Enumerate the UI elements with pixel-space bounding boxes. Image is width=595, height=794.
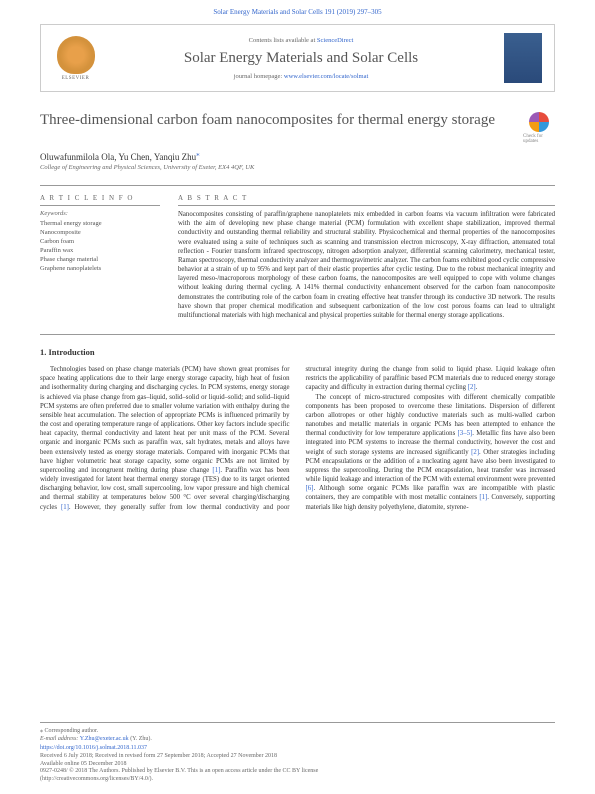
email-person: (Y. Zhu). [129, 736, 152, 742]
journal-center-block: Contents lists available at ScienceDirec… [98, 37, 504, 80]
citation-ref[interactable]: [1] [61, 504, 69, 511]
text-span: Technologies based on phase change mater… [40, 366, 290, 474]
citation-ref[interactable]: [3–5] [458, 430, 473, 437]
homepage-line: journal homepage: www.elsevier.com/locat… [98, 73, 504, 80]
keywords-label: Keywords: [40, 210, 160, 217]
intro-header: 1. Introduction [40, 347, 555, 357]
copyright-line: 0927-0248/ © 2018 The Authors. Published… [40, 768, 318, 774]
received-dates: Received 6 July 2018; Received in revise… [40, 753, 277, 759]
email-link[interactable]: Y.Zhu@exeter.ac.uk [80, 736, 129, 742]
email-line: E-mail address: Y.Zhu@exeter.ac.uk (Y. Z… [40, 736, 555, 742]
keyword-item: Phase change material [40, 255, 160, 264]
journal-cover-thumbnail [504, 33, 542, 83]
crossmark-icon [529, 112, 549, 132]
check-updates-badge[interactable]: Check for updates [523, 112, 555, 144]
divider-bottom [40, 334, 555, 335]
corresp-marker: ⁎ [196, 150, 200, 158]
author-names: Oluwafunmilola Ola, Yu Chen, Yanqiu Zhu [40, 152, 196, 162]
homepage-link[interactable]: www.elsevier.com/locate/solmat [284, 73, 368, 80]
footer-block: ⁎ Corresponding author. E-mail address: … [40, 722, 555, 784]
journal-header-box: ELSEVIER Contents lists available at Sci… [40, 24, 555, 92]
elsevier-logo: ELSEVIER [53, 33, 98, 83]
email-label: E-mail address: [40, 736, 80, 742]
footer-meta: https://doi.org/10.1016/j.solmat.2018.11… [40, 745, 555, 784]
text-span: . [476, 384, 478, 391]
citation-header: Solar Energy Materials and Solar Cells 1… [0, 0, 595, 20]
article-title-row: Three-dimensional carbon foam nanocompos… [40, 112, 555, 144]
publisher-name: ELSEVIER [62, 76, 90, 81]
affiliation: College of Engineering and Physical Scie… [40, 164, 555, 171]
abstract-box: A B S T R A C T Nanocomposites consistin… [178, 194, 555, 320]
abstract-header: A B S T R A C T [178, 194, 555, 206]
intro-paragraph: The concept of micro-structured composit… [306, 393, 556, 512]
authors-line: Oluwafunmilola Ola, Yu Chen, Yanqiu Zhu⁎ [40, 150, 555, 162]
abstract-text: Nanocomposites consisting of paraffin/gr… [178, 210, 555, 320]
article-info-box: A R T I C L E I N F O Keywords: Thermal … [40, 194, 160, 320]
article-info-header: A R T I C L E I N F O [40, 194, 160, 206]
keyword-item: Thermal energy storage [40, 219, 160, 228]
citation-ref[interactable]: [2] [468, 384, 476, 391]
homepage-prefix: journal homepage: [234, 73, 284, 80]
license-line: (http://creativecommons.org/licenses/BY/… [40, 776, 153, 782]
contents-line: Contents lists available at ScienceDirec… [98, 37, 504, 44]
info-abstract-row: A R T I C L E I N F O Keywords: Thermal … [40, 194, 555, 320]
divider-top [40, 185, 555, 186]
journal-title: Solar Energy Materials and Solar Cells [98, 50, 504, 67]
citation-ref[interactable]: [1] [209, 467, 220, 474]
keyword-item: Carbon foam [40, 237, 160, 246]
body-text: Technologies based on phase change mater… [40, 365, 555, 512]
corresp-author-label: ⁎ Corresponding author. [40, 727, 555, 734]
keyword-item: Graphene nanoplatelets [40, 264, 160, 273]
keyword-item: Paraffin wax [40, 246, 160, 255]
article-title: Three-dimensional carbon foam nanocompos… [40, 112, 495, 129]
keyword-item: Nanocomposite [40, 228, 160, 237]
citation-ref[interactable]: [2] [471, 449, 479, 456]
available-date: Available online 05 December 2018 [40, 761, 127, 767]
check-updates-label: Check for updates [523, 134, 555, 144]
sciencedirect-link[interactable]: ScienceDirect [317, 37, 353, 44]
contents-prefix: Contents lists available at [249, 37, 317, 44]
elsevier-tree-icon [57, 36, 95, 74]
doi-link[interactable]: https://doi.org/10.1016/j.solmat.2018.11… [40, 745, 147, 751]
